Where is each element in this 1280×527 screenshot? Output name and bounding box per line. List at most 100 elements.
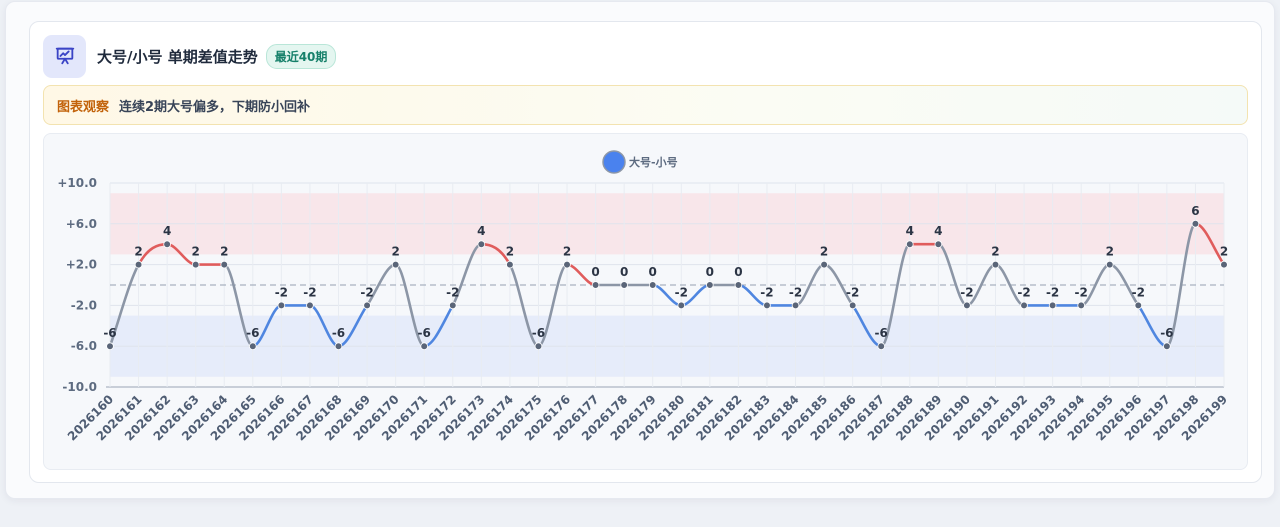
- y-tick-label: -2.0: [71, 298, 97, 312]
- data-point: [334, 342, 343, 351]
- data-point: [506, 260, 514, 269]
- data-point: [534, 342, 543, 351]
- chart-card: 大号/小号 单期差值走势 最近40期 图表观察 连续2期大号偏多，下期防小回补 …: [29, 21, 1262, 483]
- data-label: -6: [246, 326, 259, 340]
- observation-banner: 图表观察 连续2期大号偏多，下期防小回补: [43, 85, 1248, 125]
- data-label: 2: [1106, 245, 1114, 259]
- data-label: -6: [875, 326, 888, 340]
- data-label: -2: [303, 285, 316, 299]
- data-point: [1134, 301, 1143, 310]
- series-line-segment: [108, 263, 140, 348]
- series-line-segment: [879, 242, 912, 348]
- data-label: 0: [620, 265, 628, 279]
- data-point: [677, 301, 686, 310]
- data-point: [1105, 260, 1114, 269]
- data-point: [420, 342, 429, 351]
- data-label: -2: [846, 285, 859, 299]
- data-point: [1077, 301, 1085, 310]
- y-tick-label: -10.0: [62, 380, 97, 394]
- data-label: 2: [991, 245, 999, 259]
- data-point: [1163, 342, 1171, 351]
- data-point: [820, 260, 828, 269]
- data-label: -2: [1017, 285, 1030, 299]
- data-point: [220, 260, 229, 269]
- series-line-segment: [222, 263, 255, 348]
- data-label: -6: [532, 326, 545, 340]
- data-label: 2: [820, 245, 828, 259]
- data-label: -2: [275, 285, 288, 299]
- series-line-segment: [1165, 222, 1197, 348]
- presentation-chart-icon: [43, 34, 86, 78]
- data-point: [448, 301, 457, 310]
- card-header: 大号/小号 单期差值走势 最近40期: [43, 34, 337, 78]
- data-point: [134, 260, 143, 269]
- legend-marker: [602, 150, 626, 174]
- data-label: 6: [1191, 204, 1199, 218]
- y-tick-label: -6.0: [71, 339, 97, 353]
- page-panel: 大号/小号 单期差值走势 最近40期 图表观察 连续2期大号偏多，下期防小回补 …: [5, 1, 1275, 499]
- data-point: [306, 301, 314, 310]
- data-point: [249, 342, 257, 351]
- data-label: 2: [220, 245, 228, 259]
- data-label: 2: [506, 245, 514, 259]
- data-label: 4: [934, 224, 942, 238]
- data-point: [620, 281, 628, 289]
- data-point: [706, 281, 714, 289]
- data-label: -2: [1132, 285, 1145, 299]
- data-label: -2: [760, 285, 773, 299]
- chart-area: +10.0 +6.0 +2.0 -2.0 -6.0 -10.0 2026160 202616…: [43, 133, 1248, 470]
- data-label: 0: [706, 265, 714, 279]
- data-label: 0: [591, 265, 599, 279]
- data-label: -2: [1046, 285, 1059, 299]
- series-line-segment: [394, 263, 426, 348]
- data-label: -2: [1075, 285, 1088, 299]
- observation-text: 连续2期大号偏多，下期防小回补: [119, 99, 311, 115]
- data-point: [391, 260, 400, 269]
- data-point: [791, 301, 800, 310]
- data-label: 2: [391, 245, 399, 259]
- data-label: -2: [360, 285, 373, 299]
- data-point: [877, 342, 886, 351]
- data-label: 4: [163, 224, 171, 238]
- data-point: [591, 281, 600, 289]
- data-point: [563, 260, 571, 269]
- data-point: [477, 240, 486, 249]
- y-tick-label: +6.0: [66, 217, 97, 231]
- period-badge: 最近40期: [265, 43, 337, 69]
- data-point: [1048, 301, 1057, 310]
- y-tick-label: +10.0: [57, 176, 97, 190]
- data-point: [991, 260, 1000, 269]
- data-point: [648, 281, 657, 289]
- data-point: [1191, 220, 1200, 228]
- series-line-segment: [537, 263, 569, 348]
- data-point: [848, 301, 857, 310]
- y-tick-label: +2.0: [66, 258, 97, 272]
- data-label: -6: [1160, 326, 1173, 340]
- data-point: [163, 240, 171, 249]
- data-label: 2: [134, 245, 142, 259]
- data-label: 2: [192, 245, 200, 259]
- data-point: [191, 260, 200, 269]
- data-point: [934, 240, 943, 249]
- data-label: -2: [960, 285, 973, 299]
- data-point: [363, 301, 371, 310]
- data-label: -2: [789, 285, 802, 299]
- data-label: 4: [477, 224, 485, 238]
- data-label: 2: [1220, 245, 1228, 259]
- data-label: -2: [446, 285, 459, 299]
- data-point: [905, 240, 914, 249]
- chart-title: 大号/小号 单期差值走势: [97, 47, 258, 66]
- data-label: -6: [103, 326, 116, 340]
- data-point: [763, 301, 771, 310]
- data-point: [734, 281, 743, 289]
- data-point: [1220, 260, 1228, 269]
- data-label: 0: [734, 265, 742, 279]
- data-point: [106, 342, 114, 351]
- data-label: 2: [563, 245, 571, 259]
- data-point: [1020, 301, 1028, 310]
- data-label: -2: [675, 285, 688, 299]
- line-chart: +10.0+6.0+2.0-2.0-6.0-10.0 2026160202616…: [57, 150, 1230, 443]
- data-point: [963, 301, 971, 310]
- data-label: 4: [906, 224, 914, 238]
- data-label: 0: [649, 265, 657, 279]
